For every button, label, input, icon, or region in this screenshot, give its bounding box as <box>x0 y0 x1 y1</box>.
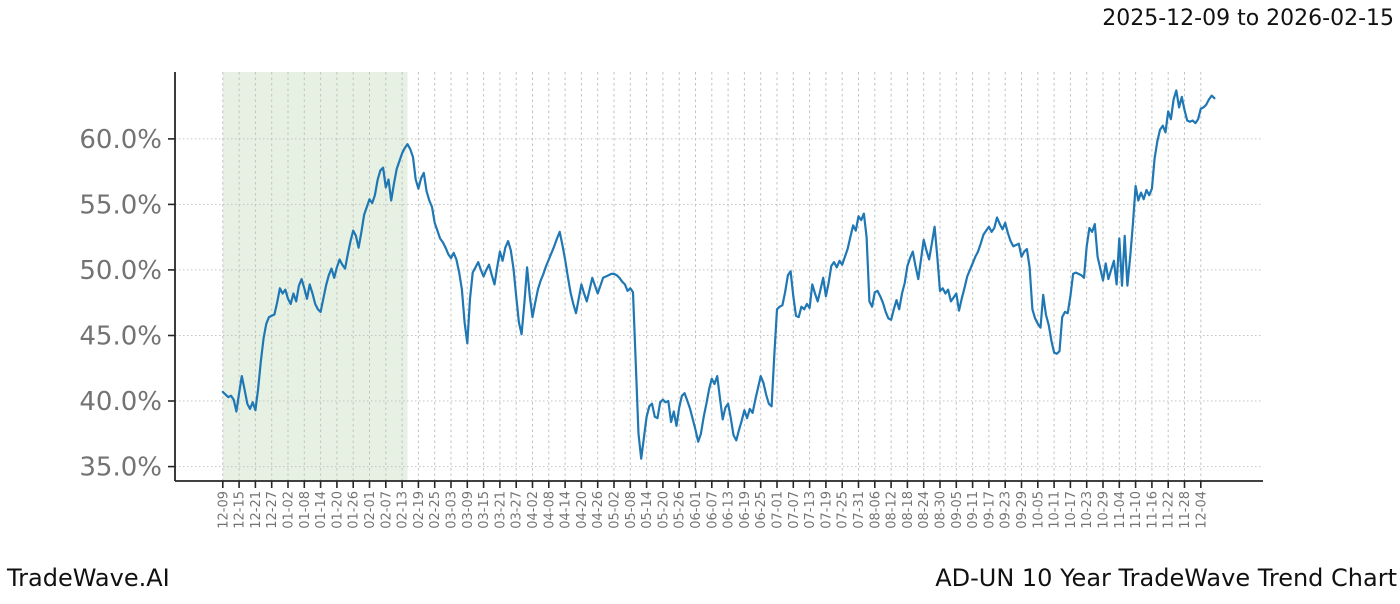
x-tick-label: 07-01 <box>771 491 786 529</box>
x-tick-label: 07-31 <box>852 491 867 529</box>
y-tick-label: 60.0% <box>79 125 162 155</box>
x-tick-label: 10-05 <box>1031 491 1046 529</box>
x-tick-label: 07-19 <box>819 491 834 529</box>
x-tick-label: 09-29 <box>1015 491 1030 529</box>
x-tick-label: 01-02 <box>282 491 297 529</box>
x-tick-label: 03-09 <box>461 491 476 529</box>
x-tick-label: 04-08 <box>542 491 557 529</box>
x-tick-label: 07-07 <box>787 491 802 529</box>
x-tick-label: 12-09 <box>216 491 231 529</box>
x-tick-label: 01-26 <box>347 491 362 529</box>
x-tick-label: 09-23 <box>999 491 1014 529</box>
x-tick-label: 05-20 <box>656 491 671 529</box>
y-tick-label: 45.0% <box>79 322 162 352</box>
x-tick-label: 01-14 <box>314 491 329 529</box>
x-tick-label: 03-21 <box>493 491 508 529</box>
x-tick-label: 10-23 <box>1080 491 1095 529</box>
x-tick-label: 01-20 <box>330 491 345 529</box>
x-tick-label: 02-07 <box>379 491 394 529</box>
x-tick-label: 06-01 <box>689 491 704 529</box>
x-tick-label: 12-21 <box>249 491 264 529</box>
x-tick-label: 01-08 <box>298 491 313 529</box>
x-tick-label: 11-04 <box>1113 491 1128 529</box>
x-tick-label: 10-11 <box>1048 491 1063 529</box>
y-tick-label: 35.0% <box>79 453 162 483</box>
x-tick-label: 09-05 <box>950 491 965 529</box>
x-tick-label: 05-08 <box>624 491 639 529</box>
x-tick-label: 05-26 <box>673 491 688 529</box>
x-tick-label: 03-27 <box>510 491 525 529</box>
x-tick-label: 11-22 <box>1162 491 1177 529</box>
x-tick-label: 08-06 <box>868 491 883 529</box>
x-tick-label: 11-16 <box>1145 491 1160 529</box>
x-tick-label: 07-25 <box>836 491 851 529</box>
x-tick-label: 08-24 <box>917 491 932 529</box>
header-date-range: 2025-12-09 to 2026-02-15 <box>1102 6 1394 31</box>
x-tick-label: 04-26 <box>591 491 606 529</box>
x-tick-label: 07-13 <box>803 491 818 529</box>
x-tick-label: 02-25 <box>428 491 443 529</box>
x-tick-label: 08-18 <box>901 491 916 529</box>
y-tick-label: 50.0% <box>79 256 162 286</box>
y-tick-label: 40.0% <box>79 387 162 417</box>
brand-label: TradeWave.AI <box>7 564 170 592</box>
x-tick-label: 06-19 <box>738 491 753 529</box>
x-tick-label: 05-02 <box>608 491 623 529</box>
x-tick-label: 12-15 <box>233 491 248 529</box>
x-tick-label: 06-13 <box>722 491 737 529</box>
x-tick-label: 03-03 <box>445 491 460 529</box>
x-tick-label: 09-17 <box>982 491 997 529</box>
x-tick-label: 12-27 <box>265 491 280 529</box>
x-tick-label: 12-04 <box>1194 491 1209 529</box>
x-tick-label: 08-12 <box>885 491 900 529</box>
y-tick-label: 55.0% <box>79 191 162 221</box>
x-tick-label: 02-19 <box>412 491 427 529</box>
x-tick-label: 04-02 <box>526 491 541 529</box>
x-tick-label: 10-17 <box>1064 491 1079 529</box>
x-tick-label: 10-29 <box>1097 491 1112 529</box>
x-tick-label: 06-25 <box>754 491 769 529</box>
x-tick-label: 08-30 <box>934 491 949 529</box>
x-tick-label: 11-10 <box>1129 491 1144 529</box>
chart-title: AD-UN 10 Year TradeWave Trend Chart <box>935 564 1397 592</box>
x-tick-label: 06-07 <box>705 491 720 529</box>
highlight-band <box>222 72 408 481</box>
x-tick-label: 09-11 <box>966 491 981 529</box>
x-tick-label: 11-28 <box>1178 491 1193 529</box>
trend-line <box>221 89 1216 460</box>
x-tick-label: 02-01 <box>363 491 378 529</box>
x-tick-label: 04-20 <box>575 491 590 529</box>
x-tick-label: 05-14 <box>640 491 655 529</box>
x-tick-label: 02-13 <box>396 491 411 529</box>
x-tick-label: 04-14 <box>559 491 574 529</box>
x-tick-label: 03-15 <box>477 491 492 529</box>
